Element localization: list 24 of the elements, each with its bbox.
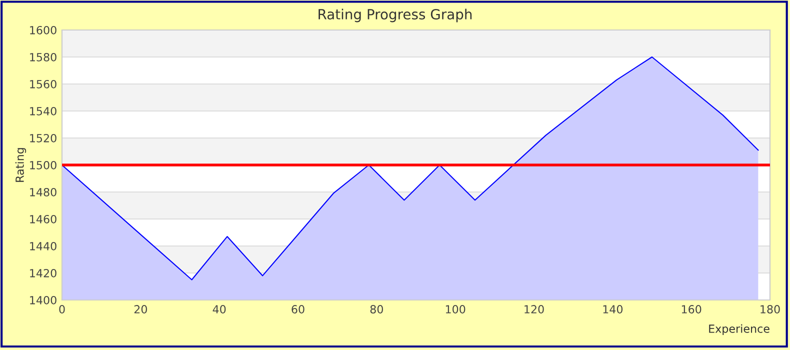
- x-tick-label: 20: [134, 305, 147, 314]
- y-tick-label: 1540: [30, 106, 56, 116]
- x-tick-label: 0: [59, 305, 65, 314]
- x-tick-label: 60: [292, 305, 304, 314]
- x-tick-label: 180: [760, 305, 780, 314]
- chart-title: Rating Progress Graph: [318, 8, 472, 22]
- y-tick-label: 1520: [30, 134, 56, 142]
- y-tick-label: 1500: [30, 160, 56, 170]
- x-axis-title: Experience: [709, 324, 770, 336]
- x-tick-label: 120: [524, 305, 544, 314]
- y-tick-label: 1420: [30, 268, 56, 278]
- y-tick-label: 1580: [30, 52, 56, 62]
- y-tick-label: 1400: [30, 296, 56, 304]
- x-tick-label: 40: [212, 305, 226, 314]
- y-tick-label: 1460: [30, 214, 56, 224]
- y-axis-title: Rating: [15, 148, 26, 182]
- y-tick-label: 1600: [30, 26, 56, 34]
- x-tick-label: 80: [370, 305, 383, 314]
- y-tick-label: 1440: [30, 242, 56, 250]
- x-tick-label: 100: [446, 305, 466, 314]
- y-tick-label: 1560: [30, 80, 56, 88]
- y-tick-label: 1480: [30, 188, 56, 196]
- x-tick-label: 160: [682, 305, 702, 314]
- x-tick-label: 140: [603, 305, 623, 314]
